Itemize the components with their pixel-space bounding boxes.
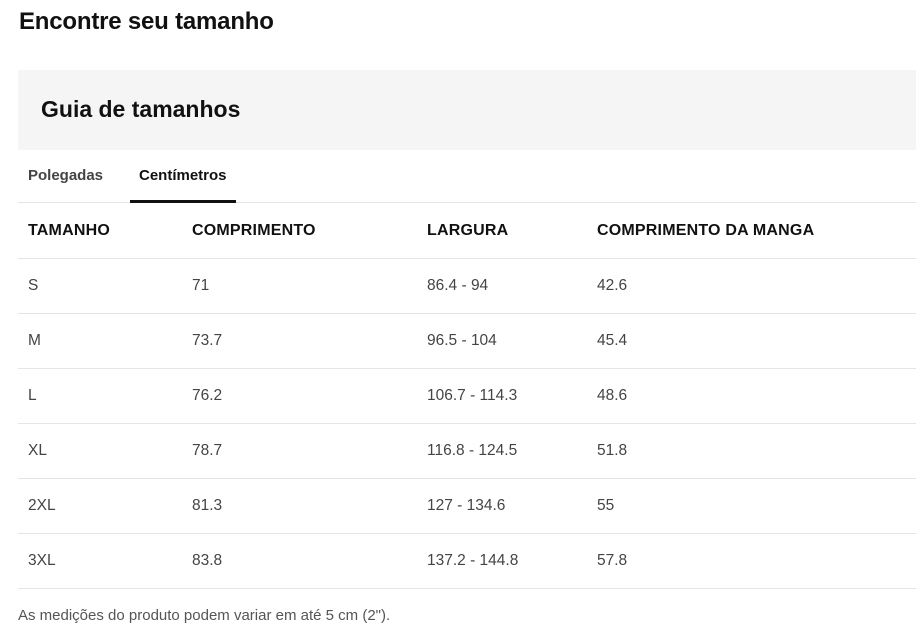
cell-length: 78.7 [192,423,427,479]
cell-size: 3XL [18,533,192,589]
measurement-footnote: As medições do produto podem variar em a… [18,607,391,624]
cell-length: 76.2 [192,368,427,424]
cell-width: 127 - 134.6 [427,478,597,534]
cell-size: S [18,258,192,314]
cell-sleeve-length: 42.6 [597,258,916,314]
cell-size: M [18,313,192,369]
cell-size: L [18,368,192,424]
header-sleeve-length: COMPRIMENTO DA MANGA [597,203,916,259]
cell-sleeve-length: 51.8 [597,423,916,479]
page-title: Encontre seu tamanho [19,8,274,35]
cell-sleeve-length: 45.4 [597,313,916,369]
cell-sleeve-length: 57.8 [597,533,916,589]
table-row: 3XL 83.8 137.2 - 144.8 57.8 [18,533,916,589]
table-header-row: TAMANHO COMPRIMENTO LARGURA COMPRIMENTO … [18,203,916,259]
size-guide-header: Guia de tamanhos [18,70,916,150]
table-row: M 73.7 96.5 - 104 45.4 [18,313,916,369]
table-row: XL 78.7 116.8 - 124.5 51.8 [18,423,916,479]
header-length: COMPRIMENTO [192,203,427,259]
cell-length: 83.8 [192,533,427,589]
table-row: 2XL 81.3 127 - 134.6 55 [18,478,916,534]
cell-length: 81.3 [192,478,427,534]
cell-width: 116.8 - 124.5 [427,423,597,479]
size-guide-title: Guia de tamanhos [41,96,241,122]
tab-centimeters[interactable]: Centímetros [130,150,236,203]
cell-width: 86.4 - 94 [427,258,597,314]
cell-sleeve-length: 55 [597,478,916,534]
tab-inches[interactable]: Polegadas [28,167,104,184]
unit-tabs: Polegadas Centímetros [18,150,916,203]
cell-length: 71 [192,258,427,314]
table-row: S 71 86.4 - 94 42.6 [18,258,916,314]
table-row: L 76.2 106.7 - 114.3 48.6 [18,368,916,424]
header-width: LARGURA [427,203,597,259]
cell-width: 96.5 - 104 [427,313,597,369]
cell-width: 106.7 - 114.3 [427,368,597,424]
size-table: TAMANHO COMPRIMENTO LARGURA COMPRIMENTO … [18,203,916,589]
cell-length: 73.7 [192,313,427,369]
cell-size: 2XL [18,478,192,534]
cell-size: XL [18,423,192,479]
header-size: TAMANHO [18,203,192,259]
cell-width: 137.2 - 144.8 [427,533,597,589]
cell-sleeve-length: 48.6 [597,368,916,424]
